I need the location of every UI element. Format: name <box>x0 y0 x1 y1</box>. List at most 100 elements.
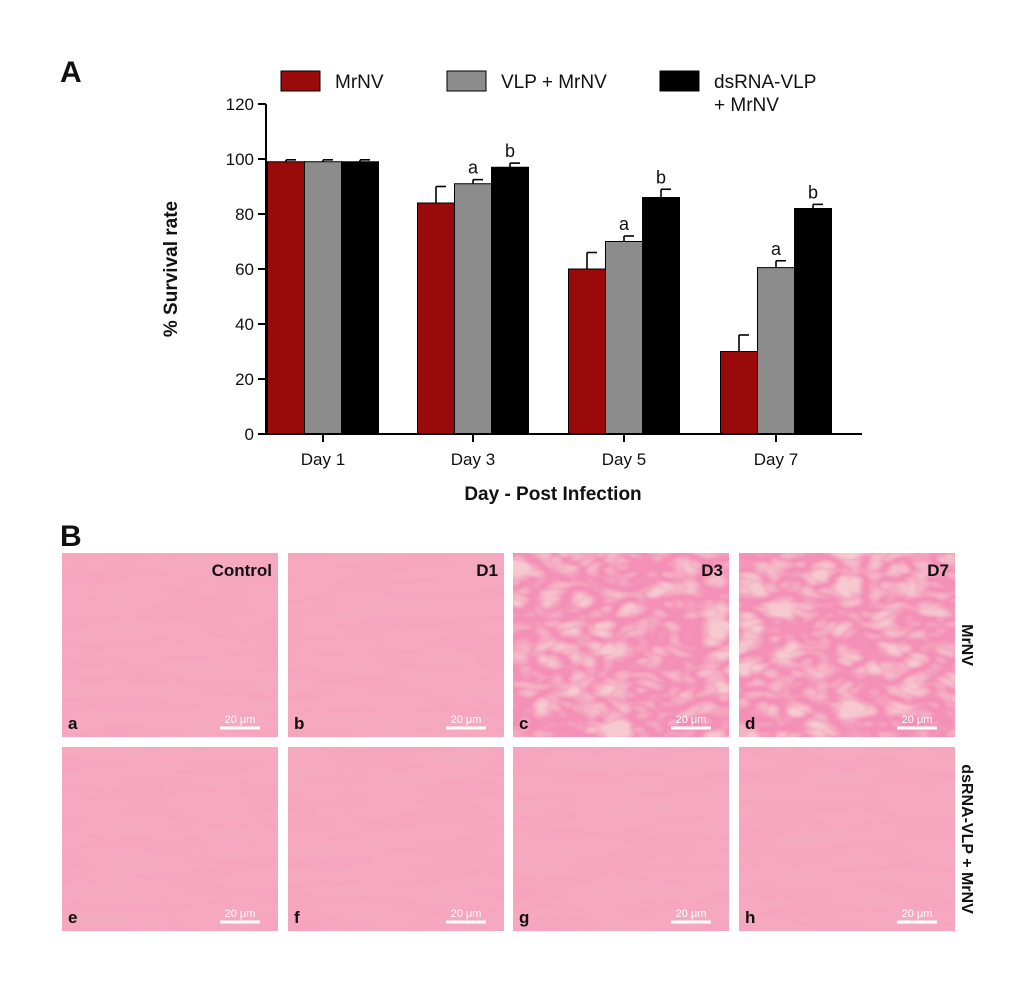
micrograph-letter-f: f <box>294 908 300 927</box>
error-bars-layer <box>285 159 823 352</box>
sig-label-3-2: b <box>505 141 515 161</box>
error-bar-2-2 <box>472 178 483 184</box>
micrograph-tissue-g <box>513 747 729 931</box>
error-bar-3-4 <box>812 203 823 209</box>
scale-bar-label-d: 20 μm <box>902 714 933 726</box>
legend-label-2: VLP + MrNV <box>501 72 607 93</box>
x-tick-label-0: Day 1 <box>301 450 345 469</box>
bar-2-2 <box>454 183 492 435</box>
sig-label-3-4: b <box>808 182 818 202</box>
micrograph-b: b 20 μm D1 <box>288 553 504 737</box>
sig-label-3-3: b <box>656 167 666 187</box>
micrograph-tissue-c <box>513 553 729 737</box>
y-tick-label-4: 80 <box>235 205 254 224</box>
column-label-2: D1 <box>476 561 498 580</box>
legend-label-3-line-1: dsRNA-VLP <box>714 72 816 93</box>
scale-bar-label-e: 20 μm <box>225 908 256 920</box>
micrograph-tissue-h <box>739 747 955 931</box>
y-tick-label-2: 40 <box>235 315 254 334</box>
micrograph-c: c 20 μm D3 <box>513 553 729 737</box>
error-bar-1-1 <box>285 159 296 162</box>
error-bar-3-1 <box>359 159 370 162</box>
error-bar-1-4 <box>738 334 749 352</box>
y-tick-label-0: 0 <box>245 425 254 444</box>
micrograph-letter-b: b <box>294 714 304 733</box>
scale-bar-label-b: 20 μm <box>451 714 482 726</box>
x-tick-label-2: Day 5 <box>602 450 646 469</box>
x-tick-label-3: Day 7 <box>754 450 798 469</box>
legend-label-3-line-2: + MrNV <box>714 95 779 116</box>
error-bar-2-4 <box>775 259 786 268</box>
x-ticks-layer: Day 1 Day 3 Day 5 Day 7 <box>301 434 798 469</box>
significance-labels-layer: a b a b a b <box>468 141 818 259</box>
legend-item-2: VLP + MrNV <box>446 70 607 93</box>
column-label-3: D3 <box>701 561 723 580</box>
row-label-2: dsRNA-VLP + MrNV <box>958 764 975 914</box>
legend-item-3: dsRNA-VLP+ MrNV <box>659 70 816 116</box>
legend-label-1: MrNV <box>335 72 384 93</box>
scale-bar-label-c: 20 μm <box>676 714 707 726</box>
micrograph-letter-c: c <box>519 714 528 733</box>
bar-1-1 <box>267 161 305 435</box>
micrograph-tissue-d <box>739 553 955 737</box>
micrograph-letter-h: h <box>745 908 755 927</box>
panel-a-letter: A <box>60 56 82 89</box>
y-tick-label-1: 20 <box>235 370 254 389</box>
bar-1-4 <box>720 351 758 435</box>
error-bar-3-2 <box>509 162 520 168</box>
panel-b-letter: B <box>60 520 82 553</box>
column-label-1: Control <box>212 561 272 580</box>
x-tick-label-1: Day 3 <box>451 450 495 469</box>
scale-bar-label-h: 20 μm <box>902 908 933 920</box>
scale-bar-label-f: 20 μm <box>451 908 482 920</box>
micrograph-tissue-b <box>288 553 504 737</box>
error-bar-2-3 <box>623 235 634 242</box>
legend-swatch-3 <box>659 70 700 92</box>
micrograph-letter-a: a <box>68 714 78 733</box>
legend-swatch-2 <box>446 70 487 92</box>
micrograph-f: f 20 μm <box>288 747 504 931</box>
y-tick-label-6: 120 <box>226 95 254 114</box>
bar-2-4 <box>757 267 795 435</box>
bar-1-2 <box>417 202 455 435</box>
y-tick-label-3: 60 <box>235 260 254 279</box>
y-tick-label-5: 100 <box>226 150 254 169</box>
error-bar-1-3 <box>586 251 597 269</box>
scale-bar-label-a: 20 μm <box>225 714 256 726</box>
bar-1-3 <box>568 268 606 435</box>
micrograph-letter-e: e <box>68 908 77 927</box>
sig-label-2-2: a <box>468 158 479 178</box>
bars-layer <box>267 161 832 435</box>
micrograph-tissue-f <box>288 747 504 931</box>
bar-3-3 <box>642 197 680 435</box>
error-bar-3-3 <box>660 188 671 198</box>
sig-label-2-3: a <box>619 214 630 234</box>
bar-3-2 <box>491 166 529 435</box>
scale-bar-label-g: 20 μm <box>676 908 707 920</box>
bar-2-1 <box>304 161 342 435</box>
y-axis-label: % Survival rate <box>161 201 182 337</box>
micrograph-letter-g: g <box>519 908 529 927</box>
legend-item-1: MrNV <box>280 70 384 93</box>
sig-label-2-4: a <box>771 239 782 259</box>
micrograph-h: h 20 μm <box>739 747 955 931</box>
micrograph-letter-d: d <box>745 714 755 733</box>
error-bar-2-1 <box>322 159 333 162</box>
micrograph-a: a 20 μm Control <box>62 553 278 737</box>
micrograph-tissue-a <box>62 553 278 737</box>
error-bar-1-2 <box>435 185 446 203</box>
chart-legend: MrNV VLP + MrNV dsRNA-VLP+ MrNV <box>280 70 816 116</box>
legend-swatch-1 <box>280 70 321 92</box>
micrograph-tissue-e <box>62 747 278 931</box>
bar-2-3 <box>605 241 643 435</box>
x-axis-label: Day - Post Infection <box>464 484 641 505</box>
row-label-1: MrNV <box>958 624 975 666</box>
y-ticks-layer: 0 20 40 60 80 100 120 <box>226 95 266 444</box>
micrograph-d: d 20 μm D7 <box>739 553 955 737</box>
micrograph-grid: a 20 μm Control b 20 μm D1 c 20 μm D3 d 20 μm D7 e 20… <box>62 553 975 931</box>
column-label-4: D7 <box>927 561 949 580</box>
micrograph-e: e 20 μm <box>62 747 278 931</box>
micrograph-g: g 20 μm <box>513 747 729 931</box>
